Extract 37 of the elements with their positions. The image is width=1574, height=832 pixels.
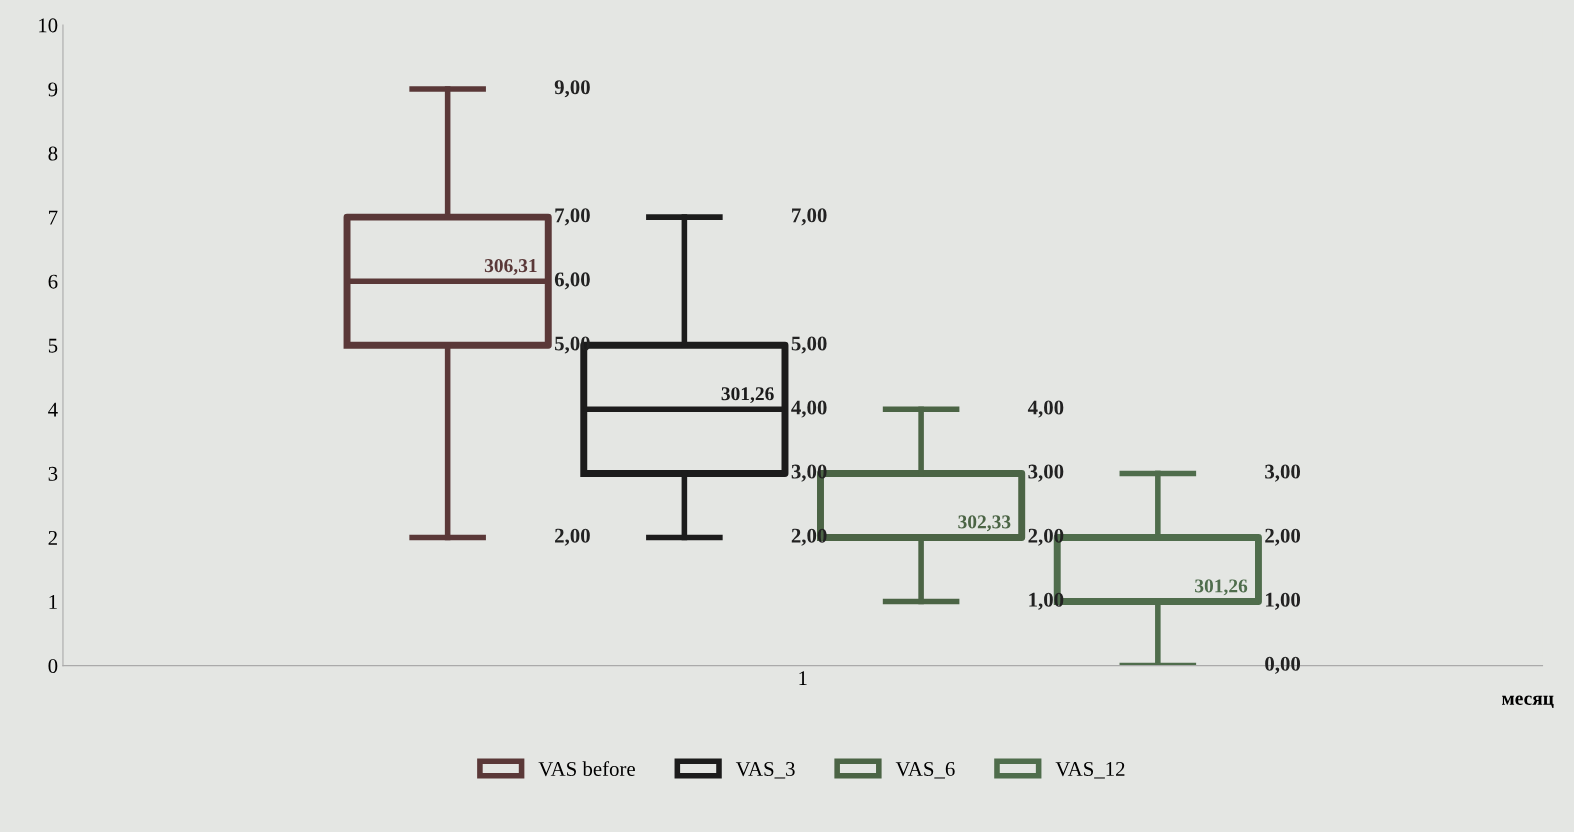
y-tick-label: 4 — [48, 402, 58, 417]
y-tick-label: 2 — [48, 530, 57, 545]
y-tick-label: 7 — [49, 210, 58, 225]
x-axis-title: месяц — [1502, 695, 1554, 709]
annotation: 3,00 — [791, 464, 827, 482]
annotation: 7,00 — [555, 208, 590, 226]
annotation: 2,00 — [791, 528, 827, 546]
y-tick-label: 9 — [48, 82, 58, 97]
annotation: 2,00 — [1265, 528, 1301, 546]
legend-label: VAS before — [538, 761, 635, 777]
annotation: 3,00 — [1028, 464, 1064, 482]
annotation: 306,31 — [484, 259, 537, 275]
legend-label: VAS_3 — [735, 762, 795, 779]
annotation: 0,00 — [1265, 656, 1301, 674]
annotation: 7,00 — [792, 208, 827, 226]
annotation: 1,00 — [1029, 592, 1064, 610]
y-tick-label: 5 — [48, 338, 58, 353]
annotation: 9,00 — [554, 80, 590, 98]
annotation: 3,00 — [1265, 464, 1301, 482]
y-tick-label: 8 — [48, 146, 58, 161]
legend-label: VAS_12 — [1055, 762, 1125, 779]
y-tick-label: 3 — [48, 466, 58, 481]
annotation: 2,00 — [555, 528, 590, 546]
y-tick-label: 6 — [48, 274, 58, 289]
y-tick-label: 10 — [39, 18, 58, 33]
annotation: 301,26 — [1195, 579, 1248, 596]
y-tick-label: 1 — [49, 595, 57, 609]
annotation: 4,00 — [791, 400, 827, 418]
annotation: 5,00 — [791, 336, 827, 354]
annotation: 2,00 — [1028, 528, 1064, 546]
annotation: 4,00 — [1027, 400, 1064, 418]
annotation: 6,00 — [554, 272, 590, 290]
legend-label: VAS_6 — [895, 762, 955, 779]
annotation: 1,00 — [1266, 592, 1301, 610]
annotation: 301,26 — [721, 387, 774, 404]
y-tick-label: 0 — [48, 658, 58, 674]
annotation: 302,33 — [958, 515, 1011, 532]
